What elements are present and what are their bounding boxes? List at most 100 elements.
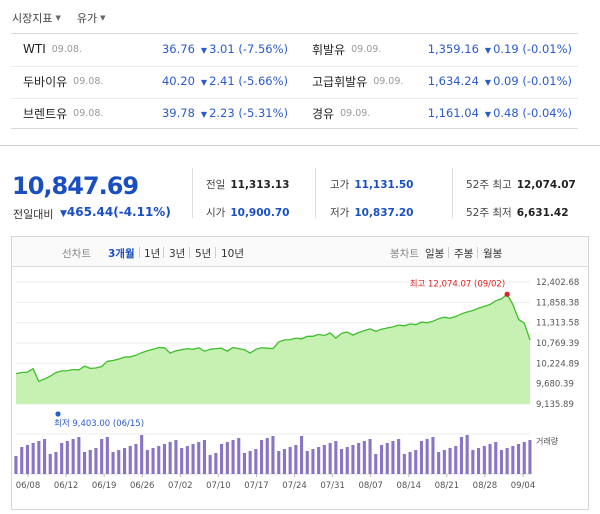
candle-monthly-button[interactable]: 월봉 [483,248,503,260]
volume-bar [123,448,127,474]
column-separator [192,168,193,218]
volume-bar [77,437,81,474]
option-separator [477,247,478,258]
volume-bar [288,447,292,474]
down-arrow-icon: ▼ [484,46,492,55]
volume-bar [31,443,35,474]
volume-bar [522,442,526,474]
volume-bar [437,452,441,474]
oil-row-premium-gasoline[interactable]: 고급휘발유 09.09. 1,634.24 ▼ 0.09 (-0.01%) [312,66,572,96]
volume-bar [431,437,435,474]
oil-date: 09.08. [73,107,104,119]
volume-bar [294,445,298,474]
x-tick-label: 06/26 [130,481,155,491]
volume-bar [448,448,452,474]
week52-low-value: 6,631.42 [516,207,569,219]
volume-bar [83,452,87,474]
oil-row-diesel[interactable]: 경유 09.09. 1,161.04 ▼ 0.48 (-0.04%) [312,98,572,128]
y-tick-label: 11,858.38 [536,298,579,308]
volume-bar [482,446,486,474]
oil-change: 2.41 [209,74,235,88]
volume-bar [43,439,47,474]
oil-price: 1,161.04 [427,106,479,120]
volume-bar [145,450,149,474]
low-point-marker [55,411,61,417]
oil-change-pct: (-0.04%) [522,106,572,120]
y-tick-label: 12,402.68 [536,278,579,288]
period-selector: 선차트 3개월 1년 3년 5년 10년 봉차트 일봉 주봉 월봉 [12,237,588,267]
oil-change-pct: (-0.01%) [522,74,572,88]
column-separator [452,168,453,218]
candle-weekly-button[interactable]: 주봉 [454,248,474,260]
volume-bar [100,439,104,474]
volume-bar [442,450,446,474]
volume-bar [454,446,458,474]
x-tick-label: 09/04 [511,481,536,491]
oil-name: 경유 [312,106,335,121]
volume-bar [231,440,235,474]
oil-name: WTI [23,42,46,56]
prev-close-value: 11,313.13 [230,179,290,191]
week52-high: 52주 최고 12,074.07 [466,177,576,192]
volume-bar [20,447,24,474]
volume-bar [225,442,229,474]
volume-bar [300,436,304,474]
volume-bar [397,439,401,474]
oil-row-dubai[interactable]: 두바이유 09.08. 40.20 ▼ 2.41 (-5.66%) [23,66,288,96]
volume-bar [505,448,509,474]
volume-bar [271,436,275,474]
volume-bar [380,445,384,474]
change-value: ▼465.44(-4.11%) [60,205,171,219]
change-label: 전일대비 [13,208,54,221]
volume-bar [419,441,423,474]
oil-row-wti[interactable]: WTI 09.08. 36.76 ▼ 3.01 (-7.56%) [23,34,288,64]
volume-bar [408,452,412,474]
volume-bar [477,448,481,474]
low-annotation: 최저 9,403.00 (06/15) [54,418,144,429]
volume-bar [185,446,189,474]
oil-name: 두바이유 [23,74,68,89]
volume-bar [351,445,355,474]
tab-market-indicators[interactable]: 시장지표 ▼ [12,9,61,27]
oil-values: 36.76 ▼ 3.01 (-7.56%) [162,42,288,56]
high-annotation: 최고 12,074.07 (09/02) [410,278,505,289]
down-arrow-icon: ▼ [484,78,492,87]
low-value: 10,837.20 [354,207,414,219]
price-chart[interactable]: 12,402.68 11,858.38 11,313.58 10,769.39 10,2… [12,268,588,509]
candle-daily-button[interactable]: 일봉 [425,248,445,260]
period-5y-button[interactable]: 5년 [195,248,212,260]
oil-date: 09.09. [351,43,382,55]
down-arrow-icon: ▼ [200,46,208,55]
period-3y-button[interactable]: 3년 [169,248,186,260]
oil-row-brent[interactable]: 브렌트유 09.08. 39.78 ▼ 2.23 (-5.31%) [23,98,288,128]
period-1y-button[interactable]: 1년 [144,248,161,260]
oil-price: 36.76 [161,42,195,56]
open-price: 시가 10,900.70 [206,205,289,220]
oil-date: 09.09. [373,75,404,87]
tab-oil-price[interactable]: 유가 ▼ [77,9,106,27]
volume-bar [65,441,69,474]
indicator-tabs: 시장지표 ▼ 유가 ▼ [12,9,106,27]
volume-bar [134,444,138,474]
volume-bar [237,438,241,474]
volume-bar [214,453,218,474]
price-line [15,293,531,383]
oil-values: 40.20 ▼ 2.41 (-5.66%) [162,74,288,88]
oil-row-gasoline[interactable]: 휘발유 09.09. 1,359.16 ▼ 0.19 (-0.01%) [312,34,572,64]
volume-bar [14,456,18,474]
oil-price: 40.20 [161,74,195,88]
volume-bar [517,444,521,474]
high-value: 11,131.50 [354,179,414,191]
period-3m-button[interactable]: 3개월 [108,248,135,260]
current-price: 10,847.69 [12,172,139,200]
week52-high-label: 52주 최고 [466,179,512,191]
volume-bar [511,446,515,474]
candle-chart-label: 봉차트 [390,248,419,260]
period-10y-button[interactable]: 10년 [221,248,245,260]
week52-high-value: 12,074.07 [516,179,576,191]
oil-price: 1,359.16 [427,42,479,56]
change-amount: 465.44 [66,205,114,219]
week52-low-label: 52주 최저 [466,207,512,219]
volume-bar [208,455,212,474]
tab-label: 시장지표 [12,12,53,25]
